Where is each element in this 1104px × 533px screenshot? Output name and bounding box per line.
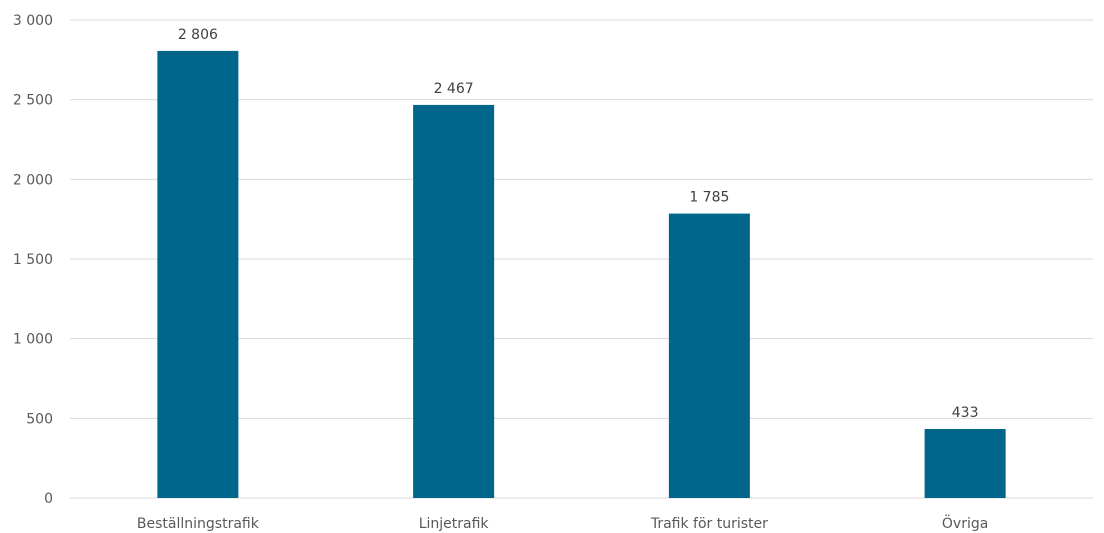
y-tick-label: 1 500: [13, 252, 53, 268]
y-tick-label: 3 000: [13, 13, 53, 29]
y-tick-label: 2 000: [13, 172, 53, 188]
bar: [668, 213, 750, 498]
bar: [157, 50, 239, 498]
y-tick-label: 1 000: [13, 332, 53, 348]
bar: [413, 104, 495, 498]
y-axis-ticks: 0 500 1 000 1 500 2 000 2 500 3 000: [13, 13, 53, 507]
bar-value-label: 2 806: [178, 27, 218, 43]
bar: [924, 429, 1006, 498]
x-category-label: Trafik för turister: [650, 516, 768, 532]
y-tick-label: 0: [44, 491, 53, 507]
x-category-label: Linjetrafik: [419, 516, 490, 532]
bar-value-label: 2 467: [434, 81, 474, 97]
y-tick-label: 2 500: [13, 93, 53, 109]
x-category-label: Övriga: [942, 514, 988, 532]
value-labels: 2 806 2 467 1 785 433: [178, 27, 979, 421]
bar-value-label: 433: [952, 405, 979, 421]
x-axis-categories: Beställningstrafik Linjetrafik Trafik för …: [137, 514, 988, 532]
gridlines: [70, 19, 1093, 499]
bar-value-label: 1 785: [689, 190, 729, 206]
x-category-label: Beställningstrafik: [137, 516, 260, 532]
bars: [157, 50, 1006, 498]
y-tick-label: 500: [26, 411, 53, 427]
